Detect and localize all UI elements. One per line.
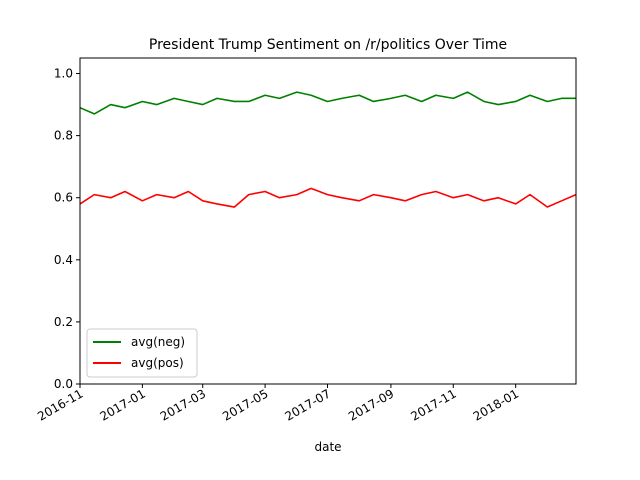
y-tick-label: 0.2 — [54, 315, 73, 329]
y-tick-label: 1.0 — [54, 67, 73, 81]
y-tick-label: 0.8 — [54, 129, 73, 143]
x-tick-label: 2018-01 — [471, 386, 521, 423]
x-tick-label: 2017-01 — [97, 386, 147, 423]
y-axis: 0.0 0.2 0.4 0.6 0.8 1.0 — [54, 67, 80, 391]
x-tick-label: 2017-07 — [283, 386, 333, 423]
x-tick-label: 2016-11 — [35, 386, 85, 423]
series-line-1 — [79, 187, 577, 208]
x-axis-title: date — [314, 440, 341, 454]
chart-title: President Trump Sentiment on /r/politics… — [149, 37, 507, 53]
x-axis: 2016-11 2017-01 2017-03 2017-05 2017-07 2017-… — [35, 384, 521, 424]
series-line-0 — [79, 91, 576, 115]
x-tick-label: 2017-09 — [346, 386, 396, 423]
y-tick-label: 0.0 — [54, 377, 73, 391]
x-tick-label: 2017-03 — [158, 386, 208, 423]
y-tick-label: 0.4 — [54, 253, 73, 267]
legend-label: avg(neg) — [131, 335, 185, 349]
plot-frame — [79, 57, 577, 385]
legend-label: avg(pos) — [131, 356, 184, 370]
series-layer — [79, 91, 577, 208]
legend: avg(neg) avg(pos) — [86, 328, 198, 378]
x-tick-label: 2017-05 — [220, 386, 270, 423]
y-tick-label: 0.6 — [54, 191, 73, 205]
x-tick-label: 2017-11 — [408, 386, 458, 423]
